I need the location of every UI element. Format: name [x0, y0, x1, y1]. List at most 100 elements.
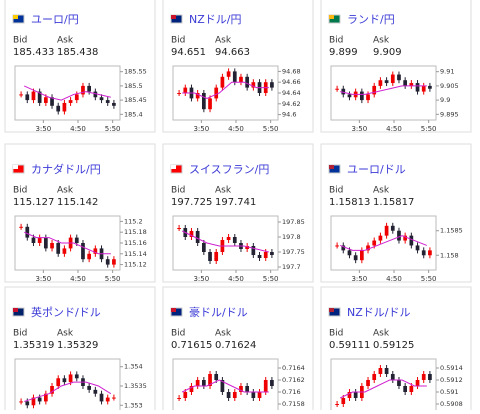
moving-average — [340, 235, 427, 251]
candle — [105, 259, 110, 265]
candle — [409, 386, 414, 392]
y-tick-label: 94.66 — [282, 78, 301, 86]
y-tick-label: 0.716 — [282, 388, 301, 396]
candle — [403, 235, 408, 241]
candle — [403, 80, 408, 86]
plot-frame — [14, 65, 121, 121]
candle — [226, 71, 231, 77]
y-tick-label: 1.3535 — [124, 382, 147, 390]
candle — [245, 386, 250, 392]
ask-label: Ask — [373, 186, 390, 196]
pair-title[interactable]: 英ポンド/ドル — [31, 305, 101, 319]
moving-average — [340, 85, 427, 95]
y-tick-label: 94.64 — [282, 89, 301, 97]
candle — [397, 74, 401, 81]
pair-title[interactable]: NZドル/円 — [189, 13, 241, 26]
candle — [177, 398, 181, 399]
candle — [415, 380, 420, 386]
candle — [335, 88, 339, 90]
candle — [105, 397, 110, 402]
pair-title[interactable]: ユーロ/ドル — [347, 163, 406, 176]
bid-label: Bid — [329, 36, 343, 46]
candle — [68, 100, 73, 103]
candle — [62, 102, 67, 112]
candle — [56, 243, 61, 254]
candle — [335, 404, 339, 405]
bid-value: 197.725 — [171, 197, 212, 208]
flag-accent — [13, 165, 18, 169]
candle — [347, 94, 352, 98]
flag-accent — [329, 308, 334, 312]
candle — [232, 392, 237, 398]
candle — [25, 226, 30, 238]
candle — [415, 83, 420, 92]
candle — [112, 259, 116, 265]
x-tick-label: 3:50 — [351, 125, 367, 133]
moving-average — [182, 81, 269, 99]
flag-accent — [171, 165, 176, 169]
candle — [43, 393, 48, 402]
pair-title[interactable]: NZドル/ドル — [347, 306, 410, 319]
moving-average — [23, 85, 111, 101]
ask-label: Ask — [373, 36, 390, 46]
x-tick-label: 3:50 — [351, 275, 367, 283]
candle — [62, 248, 67, 254]
candle — [384, 225, 389, 236]
candle — [87, 386, 92, 390]
candle — [372, 374, 377, 380]
ask-label: Ask — [215, 36, 232, 46]
bid-value: 1.15813 — [329, 197, 370, 208]
candle — [99, 393, 104, 402]
candle — [214, 374, 219, 380]
candle — [372, 85, 377, 95]
candle — [195, 380, 200, 386]
ask-value: 9.909 — [373, 47, 402, 58]
candle — [353, 255, 358, 261]
moving-average — [23, 231, 111, 255]
candle — [112, 102, 116, 106]
candle — [56, 378, 61, 386]
candle — [397, 230, 401, 241]
candle — [270, 380, 274, 386]
candle — [37, 397, 42, 402]
pair-title[interactable]: 豪ドル/ドル — [189, 305, 248, 319]
candle — [397, 380, 401, 386]
pair-title[interactable]: スイスフラン/円 — [189, 163, 269, 176]
card-border — [320, 143, 472, 283]
candle — [19, 94, 23, 96]
x-tick-label: 4:50 — [228, 125, 244, 133]
candle — [201, 243, 206, 252]
y-tick-label: 1.354 — [124, 363, 143, 371]
card-border — [162, 143, 314, 283]
pair-title[interactable]: カナダドル/円 — [31, 162, 101, 176]
pair-title[interactable]: ユーロ/円 — [31, 13, 79, 26]
y-tick-label: 9.9 — [440, 96, 450, 104]
y-tick-label: 94.68 — [282, 67, 301, 75]
candle — [208, 252, 212, 261]
candle — [384, 368, 389, 374]
ask-label: Ask — [57, 186, 74, 196]
candle — [189, 386, 194, 392]
candle — [74, 237, 79, 243]
y-tick-label: 115.2 — [124, 217, 143, 225]
candle — [239, 76, 243, 83]
y-tick-label: 9.91 — [440, 68, 454, 76]
y-tick-label: 197.75 — [282, 248, 305, 256]
x-tick-label: 4:50 — [70, 275, 86, 283]
card-border — [320, 286, 472, 414]
candle — [409, 83, 414, 86]
candle — [31, 237, 36, 243]
candle — [341, 88, 346, 95]
candle — [177, 228, 181, 229]
pair-title[interactable]: ランド/円 — [347, 13, 395, 26]
plot-frame — [330, 65, 437, 121]
card-border — [4, 143, 156, 283]
candle — [347, 250, 352, 256]
candle — [390, 225, 395, 231]
bid-value: 0.71615 — [171, 340, 212, 351]
ask-label: Ask — [215, 329, 232, 339]
rate-card: NZドル/円 Bid Ask 94.651 94.663 94.68 94.66 94.64 9… — [162, 0, 314, 133]
